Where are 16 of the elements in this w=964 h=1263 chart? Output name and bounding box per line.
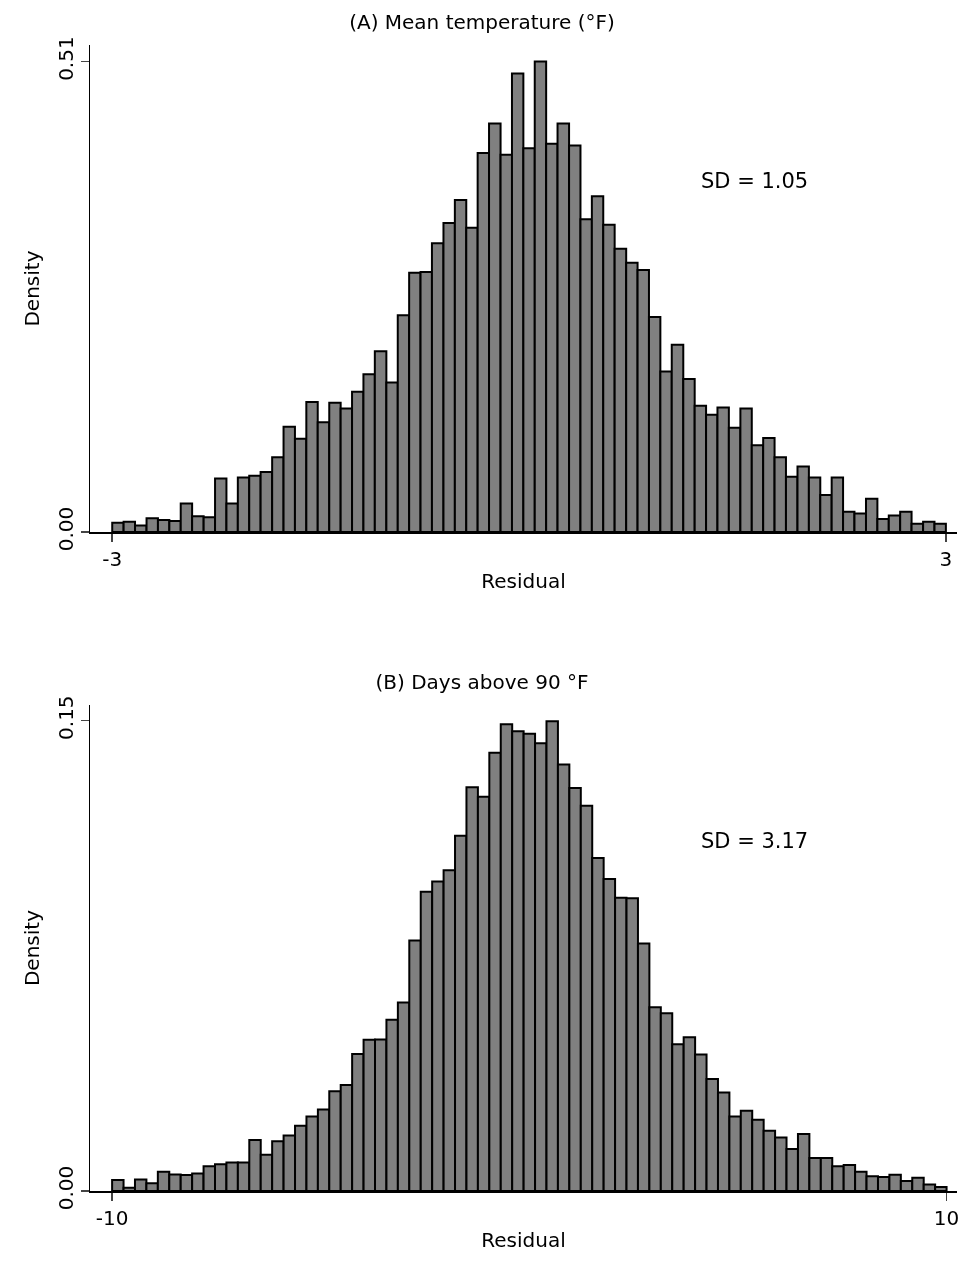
chart-title: (A) Mean temperature (°F) [349,10,615,34]
annotation: SD = 1.05 [701,169,809,193]
y-tick-label: 0.00 [53,1165,78,1211]
y-axis-title: Density [20,250,45,327]
y-axis-title: Density [20,909,45,987]
y-tick-label: 0.51 [53,36,78,81]
chart-title: (B) Days above 90 °F [375,670,589,694]
y-tick-label: 0.15 [53,695,78,740]
annotation: SD = 3.17 [701,829,809,853]
x-axis-title: Residual [481,1227,566,1252]
x-tick-label: -10 [95,1205,129,1230]
x-tick-label: 3 [939,546,953,571]
x-tick-label: -3 [102,546,123,571]
x-axis-title: Residual [481,568,566,593]
y-tick-label: 0.00 [53,506,78,552]
x-tick-label: 10 [933,1205,960,1230]
